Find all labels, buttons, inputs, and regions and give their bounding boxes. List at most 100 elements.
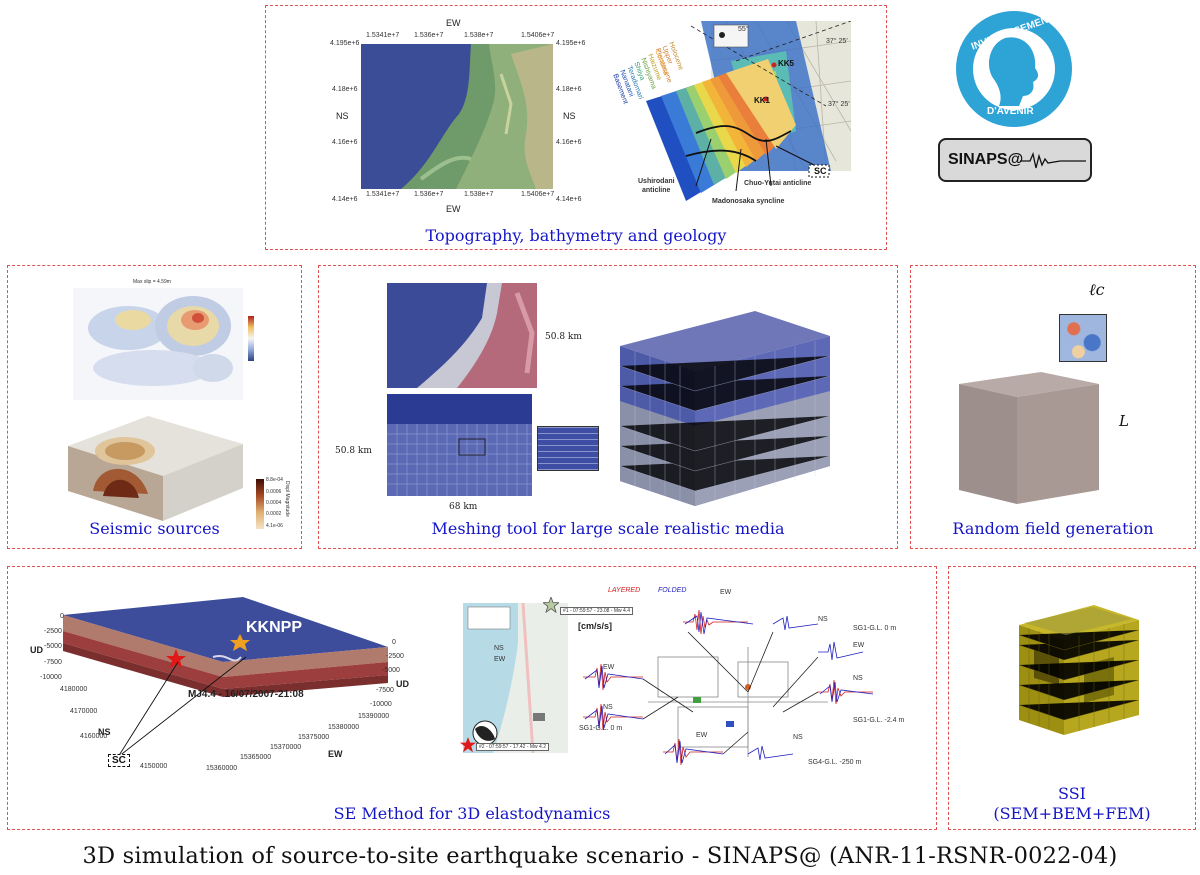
colorbar-tick-2: 0.0006: [266, 489, 282, 495]
random-field-cube: [959, 372, 1109, 504]
footer-title: 3D simulation of source-to-site earthqua…: [82, 843, 1118, 869]
kk1-label: KK1: [754, 96, 771, 105]
colorbar-tick-4: 0.0002: [266, 511, 282, 517]
ssi-panel: SSI (SEM+BEM+FEM): [948, 566, 1196, 830]
investissements-logo: INVESTISSEMENTS D'AVENIR: [955, 10, 1073, 128]
ushirodani-label: Ushirodani: [638, 178, 675, 185]
meshing-caption: Meshing tool for large scale realistic m…: [431, 519, 785, 538]
colorbar-label: Displ Magnitude: [284, 481, 290, 517]
x-tick-bottom-3: 1.538e+7: [464, 191, 494, 198]
x-tick-bottom-4: 1.5406e+7: [521, 191, 555, 198]
ssi-model-graphic: [1018, 605, 1140, 735]
seis-ns-b: NS: [603, 704, 613, 711]
ns-tick-2: 4170000: [70, 708, 98, 715]
chuo-label: Chuo-Yutai anticline: [744, 180, 812, 187]
seismic-sources-panel: Max slip = 4.59m 8.8e-04 0.0006 0.0004 0…: [7, 265, 302, 549]
ns-label-left: NS: [336, 111, 349, 121]
x-tick-top-4: 1.5406e+7: [521, 32, 555, 39]
x-tick-top-1: 1.5341e+7: [366, 32, 400, 39]
ew-tick-3: 15375000: [298, 734, 330, 741]
x-tick-top-2: 1.536e+7: [414, 32, 444, 39]
event-bottom-label: #2 - 07:59:57 - 17.42 - Mw 4.2: [476, 743, 549, 751]
mesh-cross-section: [387, 394, 532, 496]
z-tick-4: -7500: [44, 659, 62, 666]
se-caption: SE Method for 3D elastodynamics: [333, 804, 611, 823]
random-caption: Random field generation: [952, 519, 1154, 538]
slip-heatmap-graphic: [73, 288, 243, 400]
ssi-caption-1: SSI: [1058, 784, 1086, 803]
ns-tick-1: 4180000: [60, 686, 88, 693]
ushirodani-anticline-label: anticline: [642, 187, 671, 194]
z-tick-right-1: 0: [392, 639, 396, 646]
y-tick-left-4: 4.14e+6: [332, 196, 358, 203]
ew-axis-label: EW: [328, 749, 343, 759]
y-tick-left-1: 4.195e+6: [330, 40, 360, 47]
ew-tick-4: 15370000: [270, 744, 302, 751]
mesh-dim-top: 50.8 km: [545, 332, 582, 342]
seismograms-graphic: [583, 609, 874, 766]
geology-map: [626, 20, 852, 216]
seis-ns-a: NS: [818, 616, 828, 623]
sinaps-logo-text: SINAPS@: [948, 151, 1024, 168]
ssi-model: [1014, 605, 1144, 735]
event-star-top-icon: [543, 597, 559, 613]
colorbar-tick-3: 0.0004: [266, 500, 282, 506]
ns-label-right: NS: [563, 111, 576, 121]
event-label: MJ4.4 - 16/07/2007-21:08: [188, 689, 304, 700]
ew-tick-6: 15360000: [206, 765, 238, 772]
meshing-panel: 50.8 km 50.8 km 68 km Meshing tool for: [318, 265, 898, 549]
sinaps-logo: SINAPS@: [938, 138, 1092, 182]
sc-label-geology: SC: [814, 166, 827, 176]
cube-length-label: L: [1119, 412, 1129, 430]
folded-legend: FOLDED: [658, 587, 687, 594]
madonosaka-label: Madonosaka syncline: [712, 198, 785, 205]
mesh-topography: [387, 283, 537, 388]
map-ew-label: EW: [494, 656, 506, 663]
geology-map-graphic: [646, 20, 852, 201]
seis-ew-c: EW: [853, 642, 865, 649]
ew-tick-2: 15380000: [328, 724, 360, 731]
strata-legend: Holocene Upper Pleistocene Uonuma Haizum…: [611, 41, 694, 151]
x-tick-bottom-1: 1.5341e+7: [366, 191, 400, 198]
site-map: [463, 602, 568, 754]
colorbar-tick-1: 8.8e-04: [266, 477, 283, 483]
seis-ew-d: EW: [696, 732, 708, 739]
basin-model-graphic: [63, 597, 388, 697]
investissements-bottom-text: D'AVENIR: [987, 106, 1034, 117]
ew-tick-5: 15365000: [240, 754, 272, 761]
seismic-caption: Seismic sources: [89, 519, 220, 538]
epicenter-star-icon: [166, 649, 186, 668]
random-field-zoom: [1059, 314, 1107, 362]
kk5-label: KK5: [778, 59, 795, 68]
z-tick-5: -10000: [40, 674, 62, 681]
ew-label-top: EW: [446, 18, 461, 28]
x-tick-top-3: 1.538e+7: [464, 32, 494, 39]
basin-model: [63, 597, 393, 707]
dem-map-graphic: [361, 44, 553, 189]
ud-label: UD: [30, 645, 43, 655]
displacement-block-graphic: [68, 416, 243, 521]
coord-label-1: 37° 25': [826, 38, 848, 45]
station-label-2: SG1-G.L. 0 m: [579, 725, 623, 732]
seismogram-icon: [1020, 151, 1086, 169]
slip-heatmap: Max slip = 4.59m: [73, 279, 243, 400]
ew-label-bottom: EW: [446, 204, 461, 214]
z-tick-1: 0: [60, 613, 64, 620]
seis-ew-b: EW: [603, 664, 615, 671]
ew-tick-1: 15390000: [358, 713, 390, 720]
y-tick-right-3: 4.16e+6: [556, 139, 582, 146]
sc-pointer-lines: [118, 656, 247, 758]
y-tick-right-2: 4.18e+6: [556, 86, 582, 93]
random-field-cube-graphic: [959, 372, 1099, 504]
ns-tick-4: 4150000: [140, 763, 168, 770]
y-tick-right-4: 4.14e+6: [556, 196, 582, 203]
slip-colorbar: [248, 316, 254, 361]
kknpp-label: KKNPP: [246, 619, 303, 636]
mesh-dim-bottom: 68 km: [449, 502, 478, 512]
ud-label-right: UD: [396, 679, 409, 689]
site-map-graphic: [463, 602, 568, 754]
units-label: [cm/s/s]: [578, 621, 613, 631]
ns-tick-3: 4160000: [80, 733, 108, 740]
seis-ew-a: EW: [720, 589, 732, 596]
seis-ns-c: NS: [853, 675, 863, 682]
